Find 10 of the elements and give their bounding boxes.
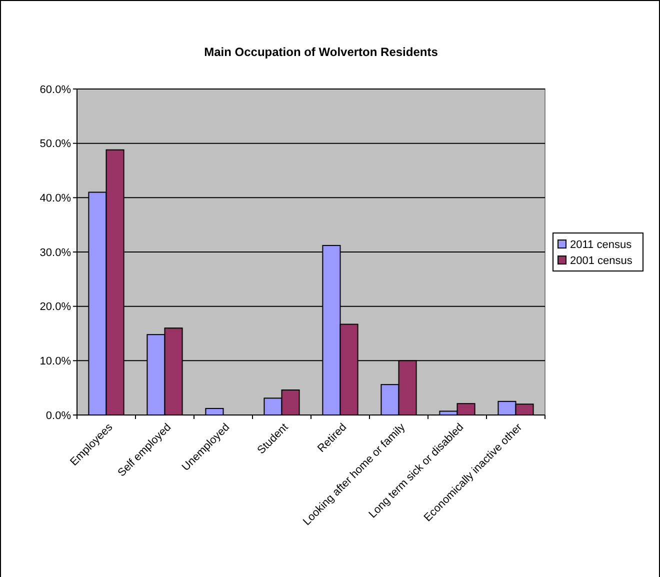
y-tick-label: 40.0% — [40, 192, 72, 205]
y-tick-label: 60.0% — [40, 84, 72, 96]
y-tick-label: 20.0% — [40, 301, 72, 314]
y-tick-label: 50.0% — [40, 138, 72, 150]
legend-label: 2011 census — [570, 238, 632, 251]
y-tick-label: 0.0% — [46, 410, 72, 422]
y-tick-label: 10.0% — [40, 356, 72, 368]
legend-label: 2001 census — [570, 254, 633, 267]
chart-title: Main Occupation of Wolverton Residents — [204, 45, 438, 59]
y-tick-label: 30.0% — [40, 246, 72, 259]
